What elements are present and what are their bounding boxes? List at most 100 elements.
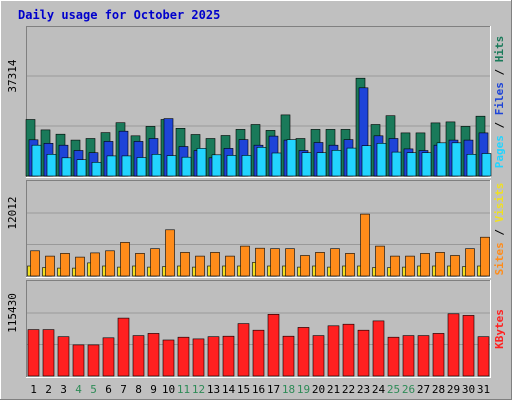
day-label-15: 15 [237,383,250,396]
panel-legend: KBytes [493,309,506,349]
bar-kbytes-day-4 [72,344,85,377]
day-label-6: 6 [105,383,112,396]
bar-pages-day-6 [106,155,117,177]
day-label-22: 22 [342,383,355,396]
legend-entry: Pages [493,135,506,168]
bar-pages-day-11 [181,156,192,177]
day-label-4: 4 [75,383,82,396]
panel-bottom: 115430 KBytes [6,280,506,378]
bar-kbytes-day-29 [447,313,460,377]
bar-kbytes-day-16 [252,329,265,377]
bar-kbytes-day-9 [147,333,160,377]
series-sites [30,213,490,277]
bar-kbytes-day-1 [27,329,40,377]
bar-pages-day-27 [421,152,432,177]
bar-kbytes-day-18 [282,335,295,377]
bar-sites-day-13 [210,252,220,277]
bar-kbytes-day-3 [57,336,70,377]
day-axis-labels: 1 2 3 4 5 6 7 8 9 10 11 12 13 14 15 16 17 18 19 20 21 22 23 24 2… [30,383,490,396]
day-label-30: 30 [462,383,475,396]
bar-sites-day-2 [45,255,55,277]
day-label-27: 27 [417,383,430,396]
day-label-18: 18 [282,383,295,396]
bar-pages-day-29 [451,142,462,177]
bar-pages-day-18 [286,139,297,177]
day-label-5: 5 [90,383,97,396]
bar-kbytes-day-2 [42,329,55,377]
day-label-28: 28 [432,383,445,396]
bar-pages-day-28 [436,142,447,177]
bar-pages-day-22 [346,147,357,177]
bar-kbytes-day-13 [207,336,220,377]
day-label-14: 14 [222,383,236,396]
bar-pages-day-20 [316,152,327,177]
bar-sites-day-21 [330,248,340,277]
bar-pages-day-30 [466,154,477,177]
bar-sites-day-12 [195,255,205,277]
bar-kbytes-day-27 [417,335,430,377]
panel-middle: 12012 Sites / Visits [6,180,506,278]
bar-sites-day-9 [150,248,160,277]
chart-panels: 37314 Pages / Files / Hits 12012 Sites / Vi… [6,26,506,378]
bar-pages-day-8 [136,157,147,177]
bar-sites-day-11 [180,252,190,277]
panel-legend: Sites / Visits [493,183,506,276]
bar-sites-day-6 [105,250,115,277]
day-label-13: 13 [207,383,220,396]
bar-sites-day-31 [480,236,490,277]
bar-sites-day-4 [75,256,85,277]
bar-kbytes-day-14 [222,335,235,377]
bar-sites-day-30 [465,248,475,277]
panel-top: 37314 Pages / Files / Hits [6,26,506,178]
bar-pages-day-19 [301,152,312,177]
bar-pages-day-24 [376,143,387,177]
y-tick-label: 37314 [6,59,19,92]
legend-entry: Visits [493,183,506,223]
day-label-1: 1 [30,383,37,396]
bar-pages-day-15 [241,155,252,177]
bar-sites-day-3 [60,253,70,277]
bar-pages-day-13 [211,154,222,177]
bar-kbytes-day-11 [177,336,190,377]
bar-sites-day-14 [225,255,235,277]
day-label-16: 16 [252,383,265,396]
bar-pages-day-26 [406,152,417,177]
bar-kbytes-day-5 [87,344,100,377]
bar-kbytes-day-21 [327,325,340,377]
day-label-11: 11 [177,383,190,396]
bar-sites-day-26 [405,255,415,277]
bar-kbytes-day-19 [297,327,310,377]
legend-entry: KBytes [493,309,506,349]
bar-pages-day-12 [196,148,207,177]
day-label-24: 24 [372,383,386,396]
y-tick-label: 115430 [6,293,19,333]
day-label-21: 21 [327,383,340,396]
bar-pages-day-4 [76,159,87,177]
bar-sites-day-20 [315,252,325,277]
bar-pages-day-5 [91,162,102,177]
bar-kbytes-day-17 [267,313,280,377]
bar-pages-day-14 [226,155,237,177]
bar-kbytes-day-8 [132,335,145,377]
bar-sites-day-18 [285,248,295,277]
day-label-19: 19 [297,383,310,396]
bar-sites-day-22 [345,253,355,277]
bar-sites-day-1 [30,250,40,277]
bar-sites-day-5 [90,252,100,277]
bar-sites-day-23 [360,213,370,277]
bar-kbytes-day-23 [357,329,370,377]
bar-kbytes-day-31 [477,336,490,377]
day-label-8: 8 [135,383,142,396]
series-pages [31,139,492,177]
panel-legend: Pages / Files / Hits [493,36,506,169]
bar-sites-day-17 [270,248,280,277]
bar-sites-day-25 [390,255,400,277]
bar-sites-day-10 [165,229,175,277]
series-kbytes [27,313,490,377]
bar-pages-day-16 [256,147,267,177]
bar-kbytes-day-10 [162,339,175,377]
bar-sites-day-7 [120,242,130,277]
day-label-23: 23 [357,383,370,396]
bar-pages-day-31 [481,153,492,177]
legend-entry: Files [493,82,506,115]
